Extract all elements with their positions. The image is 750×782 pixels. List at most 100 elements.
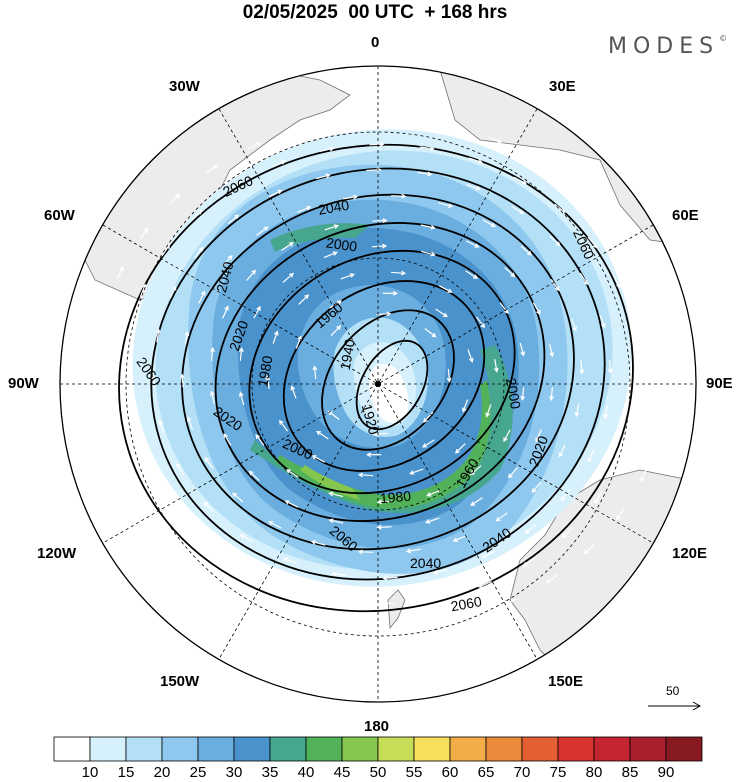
- wind-vector-head: [288, 272, 294, 278]
- wind-vector: [255, 434, 265, 446]
- colorbar-swatch: [305, 736, 343, 762]
- wind-vector-head: [600, 323, 606, 329]
- wind-vector-head: [663, 346, 669, 352]
- colorbar-tick-label: 55: [405, 764, 423, 781]
- wind-vector-head: [210, 346, 215, 353]
- wind-vector-head: [386, 311, 392, 317]
- wind-vector: [465, 270, 478, 279]
- wind-vector-head: [462, 407, 467, 413]
- wind-vector: [486, 404, 492, 417]
- colorbar-tick-label: 40: [297, 764, 315, 781]
- contour-1920: [355, 339, 429, 431]
- lon-label-0: 0: [371, 34, 380, 51]
- wind-vector-head: [311, 455, 317, 460]
- wind-vector: [159, 420, 165, 434]
- wind-vector: [148, 521, 159, 532]
- colorbar-tick-label: 85: [621, 764, 639, 781]
- wind-vector: [504, 266, 515, 277]
- wind-vector: [284, 558, 298, 564]
- colorbar-tick-label: 60: [441, 764, 459, 781]
- wind-vector: [604, 405, 608, 419]
- wind-vector-head: [376, 524, 382, 530]
- wind-vector: [97, 397, 101, 411]
- wind-vector-head: [470, 501, 476, 506]
- wind-vector: [309, 620, 324, 625]
- wind-vector: [343, 195, 358, 200]
- wind-vector: [341, 119, 356, 123]
- wind-vector-head: [204, 456, 210, 462]
- wind-vector: [378, 500, 393, 503]
- wind-vector-head: [615, 515, 621, 521]
- wind-vector-head: [572, 326, 578, 332]
- wind-vector-head: [607, 368, 613, 374]
- wind-vector: [482, 219, 496, 227]
- lon-label-60e: 60E: [672, 207, 699, 224]
- wind-vector-head: [450, 124, 456, 129]
- lon-label-90e: 90E: [706, 375, 733, 392]
- wind-vector-head: [256, 142, 262, 147]
- wind-vector-head: [273, 330, 279, 336]
- wind-vector-head: [238, 347, 244, 353]
- colorbar-swatch: [197, 736, 235, 762]
- wind-vector-head: [357, 472, 364, 478]
- wind-vector: [312, 455, 325, 463]
- wind-vector-head: [401, 116, 407, 122]
- wind-vector-head: [616, 283, 621, 289]
- wind-vector-head: [329, 146, 335, 152]
- wind-vector: [369, 143, 384, 146]
- wind-vector-head: [176, 462, 181, 468]
- wind-vector-head: [198, 246, 204, 252]
- wind-vector: [426, 517, 440, 523]
- wind-vector: [293, 127, 307, 133]
- wind-vector: [390, 271, 405, 274]
- wind-vector-head: [433, 569, 439, 575]
- wind-vector-head: [502, 601, 508, 606]
- map-title: 02/05/2025 00 UTC + 168 hrs: [242, 2, 508, 23]
- wind-vector-head: [95, 351, 100, 357]
- wind-vector-head: [400, 270, 407, 276]
- wind-vector-head: [454, 448, 460, 454]
- wind-vector-head: [261, 604, 267, 610]
- wind-vector: [549, 343, 553, 357]
- wind-vector: [546, 574, 559, 583]
- wind-vector-head: [558, 452, 564, 458]
- colorbar-swatch: [449, 736, 487, 762]
- wind-vector: [116, 266, 124, 280]
- wind-vector-head: [171, 285, 177, 291]
- wind-vector: [470, 497, 483, 506]
- wind-vector: [256, 226, 268, 236]
- wind-vector: [652, 294, 658, 307]
- wind-vector: [282, 273, 294, 283]
- wind-vector-head: [521, 179, 528, 185]
- wind-vector: [383, 576, 398, 579]
- wind-vector: [240, 534, 253, 543]
- wind-vector: [298, 294, 309, 305]
- wind-vector: [410, 468, 424, 475]
- wind-vector: [558, 444, 566, 457]
- wind-vector-head: [481, 553, 487, 559]
- wind-vector: [427, 489, 441, 497]
- wind-vector: [223, 433, 232, 446]
- wind-vector: [465, 240, 479, 248]
- wind-vector: [508, 467, 518, 478]
- lon-label-180: 180: [364, 718, 390, 735]
- contour-label: 1980: [379, 488, 412, 507]
- wind-vector: [599, 314, 605, 328]
- wind-vector: [211, 391, 215, 405]
- wind-vector-head: [232, 492, 238, 498]
- wind-vector-head: [520, 351, 526, 357]
- wind-vector: [430, 596, 445, 601]
- wind-vector-head: [352, 194, 359, 200]
- wind-vector: [657, 426, 662, 440]
- colorbar-swatch: [629, 736, 667, 762]
- wind-vector: [630, 318, 635, 331]
- wind-vector: [222, 306, 229, 319]
- wind-vector-head: [503, 437, 508, 443]
- wind-vector-head: [288, 242, 294, 247]
- shade-50: [300, 465, 360, 500]
- wind-vector-head: [349, 273, 355, 278]
- wind-vector-head: [372, 431, 378, 437]
- wind-reference-value: 50: [666, 684, 680, 698]
- wind-reference-arrow: [648, 701, 702, 711]
